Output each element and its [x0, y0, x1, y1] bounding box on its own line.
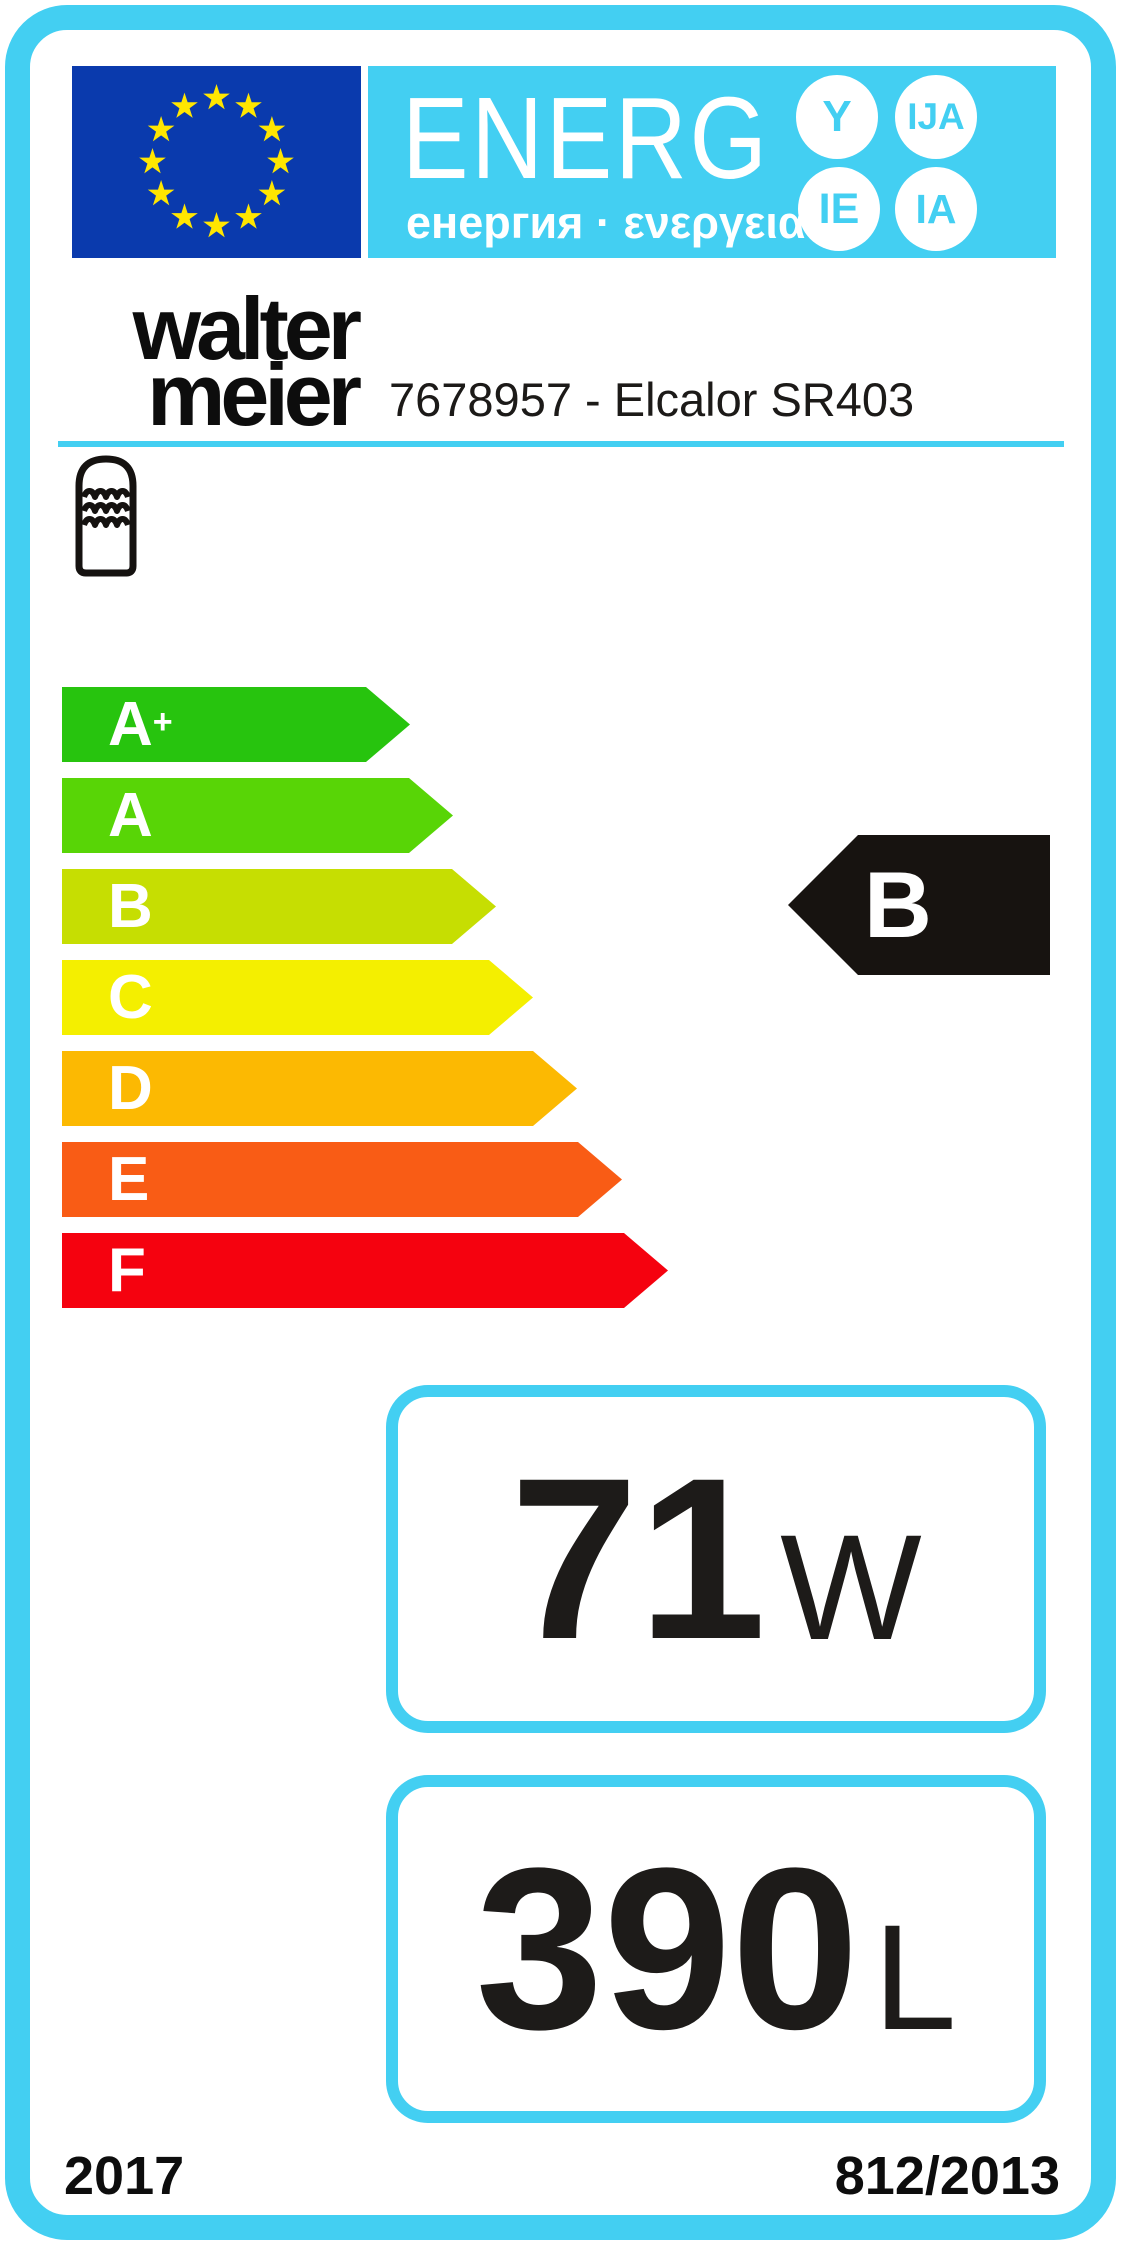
- scale-grade-label: E: [108, 1145, 150, 1214]
- brand-line2: meier: [147, 345, 362, 444]
- scale-arrow-a-plus: A+: [62, 687, 410, 762]
- suffix-circle-ija-text: IJA: [907, 96, 965, 137]
- energ-subtitle: енергия · ενεργεια: [406, 197, 806, 248]
- scale-arrow-e: E: [62, 1142, 622, 1217]
- scale-grade-label: B: [108, 872, 153, 941]
- scale-grade-label: C: [108, 963, 153, 1032]
- brand-line1: walter: [132, 279, 362, 378]
- suffix-circle-ija: IJA: [895, 75, 977, 159]
- model-number: 7678957 - Elcalor SR403: [389, 373, 915, 426]
- eu-flag-icon: [72, 66, 361, 258]
- regulation-number: 812/2013: [834, 2146, 1060, 2206]
- header-divider: [58, 441, 1064, 447]
- suffix-circle-ia: IA: [895, 167, 977, 251]
- energ-wordmark: ENERG: [402, 73, 770, 203]
- scale-grade-label: F: [108, 1236, 146, 1305]
- label-border-frame: [5, 5, 1116, 2240]
- scale-arrow-c: C: [62, 960, 533, 1035]
- suffix-circle-y-text: Y: [822, 92, 852, 141]
- eu-stars-icon: [139, 84, 294, 238]
- volume-value: 390: [475, 1820, 860, 2077]
- scale-grade-label: D: [108, 1054, 153, 1123]
- scale-arrow-b: B: [62, 869, 496, 944]
- standby-power-box: 71 W: [386, 1385, 1046, 1733]
- label-year: 2017: [64, 2146, 185, 2206]
- scale-grade-label: A: [108, 781, 153, 850]
- suffix-circle-y: Y: [796, 75, 878, 159]
- storage-volume-box: 390 L: [386, 1775, 1046, 2123]
- rating-grade: B: [864, 852, 932, 957]
- energ-header: ENERG енергия · ενεργεια Y IJA IE IA: [368, 66, 1056, 258]
- scale-grade-label: A+: [108, 690, 173, 759]
- power-value: 71: [510, 1430, 767, 1687]
- brand-logo: walter meier: [80, 279, 362, 444]
- volume-unit: L: [873, 1893, 957, 2061]
- scale-arrow-d: D: [62, 1051, 577, 1126]
- suffix-circle-ia-text: IA: [915, 185, 957, 232]
- suffix-circle-ie-text: IE: [818, 184, 860, 233]
- water-tank-icon: [72, 452, 140, 585]
- scale-arrow-a: A: [62, 778, 453, 853]
- suffix-circle-ie: IE: [798, 167, 880, 251]
- power-unit: W: [780, 1503, 922, 1671]
- scale-arrow-f: F: [62, 1233, 668, 1308]
